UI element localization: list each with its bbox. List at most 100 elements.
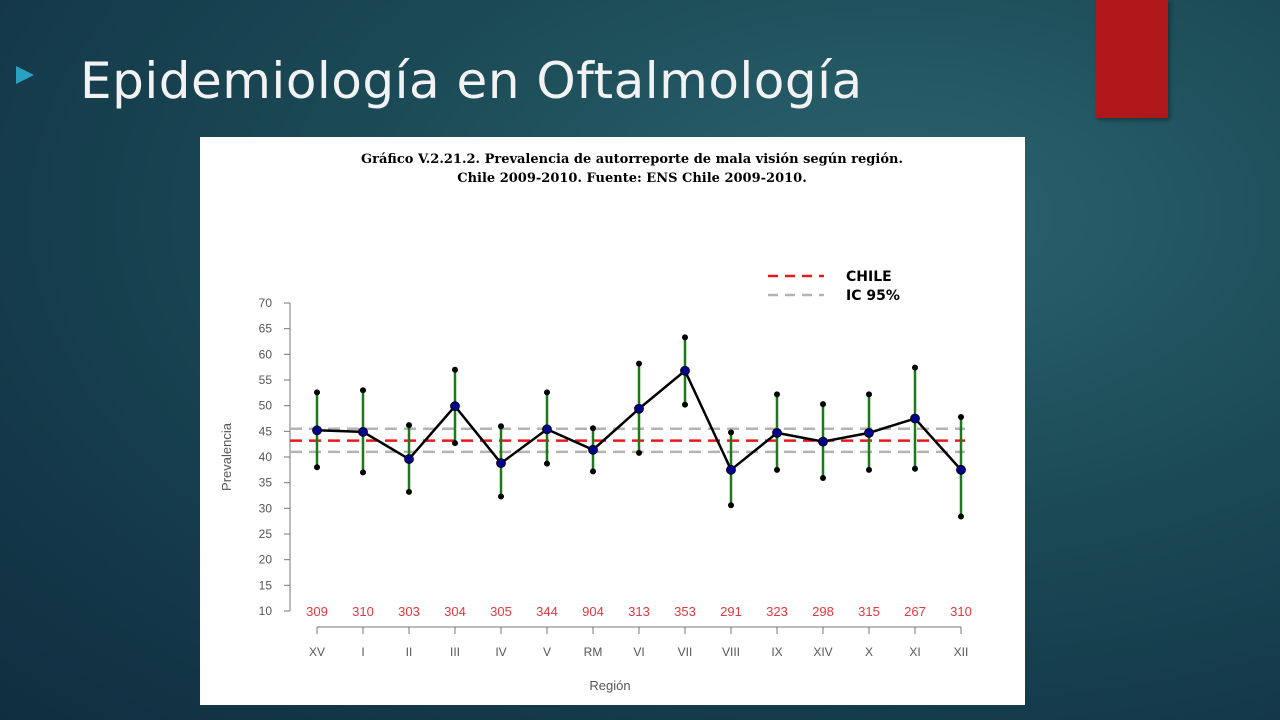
chart-subtitle: Chile 2009-2010. Fuente: ENS Chile 2009-… bbox=[457, 171, 807, 186]
prevalence-point bbox=[588, 444, 598, 455]
ci-lower-dot bbox=[682, 401, 688, 408]
y-tick-label: 65 bbox=[259, 322, 273, 336]
prevalence-point bbox=[910, 413, 920, 424]
prevalence-point bbox=[496, 458, 506, 469]
ci-upper-dot bbox=[406, 422, 412, 429]
ci-lower-dot bbox=[912, 465, 918, 472]
x-tick-label: VI bbox=[633, 645, 644, 659]
prevalence-point bbox=[864, 427, 874, 438]
x-tick-label: XII bbox=[954, 645, 969, 659]
ci-upper-dot bbox=[498, 423, 504, 430]
x-tick-label: XV bbox=[309, 645, 325, 659]
x-axis-title: Región bbox=[589, 678, 630, 693]
ci-lower-dot bbox=[544, 460, 550, 467]
sample-size-label: 267 bbox=[904, 604, 926, 619]
ci-lower-dot bbox=[636, 449, 642, 456]
sample-size-label: 303 bbox=[398, 604, 420, 619]
x-tick-label: V bbox=[543, 645, 551, 659]
legend: CHILE IC 95% bbox=[768, 269, 900, 304]
sample-size-labels: 309 310 303 304 305 344 904 313 353 291 323 298 315 2… bbox=[306, 604, 972, 619]
sample-size-label: 298 bbox=[812, 604, 834, 619]
y-tick-label: 15 bbox=[259, 578, 273, 592]
ci-upper-dot bbox=[728, 429, 734, 436]
sample-size-label: 309 bbox=[306, 604, 328, 619]
sample-size-label: 310 bbox=[352, 604, 374, 619]
x-tick-label: X bbox=[865, 645, 873, 659]
x-tick-label: VIII bbox=[722, 645, 740, 659]
y-axis-title: Prevalencia bbox=[219, 422, 234, 491]
chart-title: Gráfico V.2.21.2. Prevalencia de autorre… bbox=[361, 152, 903, 167]
x-tick-label: XI bbox=[909, 645, 920, 659]
ci-lower-dot bbox=[774, 466, 780, 473]
ci-upper-dot bbox=[452, 366, 458, 373]
ci-upper-dot bbox=[590, 425, 596, 432]
reference-lines bbox=[290, 427, 965, 454]
sample-size-label: 304 bbox=[444, 604, 466, 619]
y-tick-label: 55 bbox=[259, 373, 273, 387]
x-tick-label: III bbox=[450, 645, 460, 659]
ci-upper-dot bbox=[682, 334, 688, 341]
ci-lower-dot bbox=[590, 468, 596, 475]
y-tick-label: 60 bbox=[259, 347, 273, 361]
prevalence-chart: Gráfico V.2.21.2. Prevalencia de autorre… bbox=[219, 152, 972, 693]
sample-size-label: 904 bbox=[582, 604, 604, 619]
sample-size-label: 310 bbox=[950, 604, 972, 619]
x-tick-label: II bbox=[406, 645, 413, 659]
sample-size-label: 291 bbox=[720, 604, 742, 619]
x-tick-label: IX bbox=[771, 645, 782, 659]
ci-upper-dot bbox=[636, 360, 642, 367]
ci-lower-dot bbox=[866, 466, 872, 473]
prevalence-point bbox=[772, 427, 782, 438]
y-tick-label: 45 bbox=[259, 424, 273, 438]
chart-panel: Gráfico V.2.21.2. Prevalencia de autorre… bbox=[200, 137, 1025, 705]
ci-lower-dot bbox=[314, 464, 320, 471]
ci-lower-dot bbox=[958, 513, 964, 520]
sample-size-label: 353 bbox=[674, 604, 696, 619]
y-tick-label: 50 bbox=[259, 399, 273, 413]
ci-upper-dot bbox=[360, 387, 366, 394]
x-tick-label: VII bbox=[678, 645, 693, 659]
ci-upper-dot bbox=[544, 389, 550, 396]
ci-upper-dot bbox=[774, 391, 780, 398]
prevalence-point bbox=[312, 425, 322, 436]
prevalence-point bbox=[680, 365, 690, 376]
y-tick-label: 10 bbox=[259, 604, 273, 618]
slide-title: Epidemiología en Oftalmología bbox=[80, 52, 863, 110]
sample-size-label: 323 bbox=[766, 604, 788, 619]
y-tick-label: 30 bbox=[259, 501, 273, 515]
prevalence-point bbox=[818, 436, 828, 447]
y-tick-label: 25 bbox=[259, 527, 273, 541]
ci-upper-dot bbox=[958, 413, 964, 420]
prevalence-point bbox=[726, 464, 736, 475]
x-tick-label: XIV bbox=[813, 645, 832, 659]
y-tick-label: 35 bbox=[259, 476, 273, 490]
y-tick-label: 20 bbox=[259, 553, 273, 567]
legend-label: CHILE bbox=[846, 269, 892, 285]
sample-size-label: 344 bbox=[536, 604, 558, 619]
accent-bar bbox=[1096, 0, 1168, 118]
ci-lower-dot bbox=[406, 488, 412, 495]
ci-lower-dot bbox=[498, 493, 504, 500]
y-tick-label: 40 bbox=[259, 450, 273, 464]
prevalence-point bbox=[404, 454, 414, 464]
ci-lower-dot bbox=[452, 440, 458, 447]
prevalence-point bbox=[450, 401, 460, 412]
prevalence-point bbox=[542, 424, 552, 435]
prevalence-point bbox=[634, 403, 644, 414]
ci-lower-dot bbox=[728, 502, 734, 509]
x-tick-label: RM bbox=[584, 645, 603, 659]
sample-size-label: 305 bbox=[490, 604, 512, 619]
sample-size-label: 315 bbox=[858, 604, 880, 619]
x-tick-label: I bbox=[361, 645, 364, 659]
legend-label: IC 95% bbox=[846, 288, 900, 304]
ci-lower-dot bbox=[360, 469, 366, 476]
ci-upper-dot bbox=[912, 364, 918, 371]
confidence-intervals bbox=[314, 334, 964, 520]
ci-upper-dot bbox=[820, 401, 826, 408]
ci-lower-dot bbox=[820, 475, 826, 482]
ci-upper-dot bbox=[866, 391, 872, 398]
y-tick-label: 70 bbox=[259, 296, 273, 310]
series bbox=[312, 365, 966, 475]
prevalence-point bbox=[956, 464, 966, 475]
